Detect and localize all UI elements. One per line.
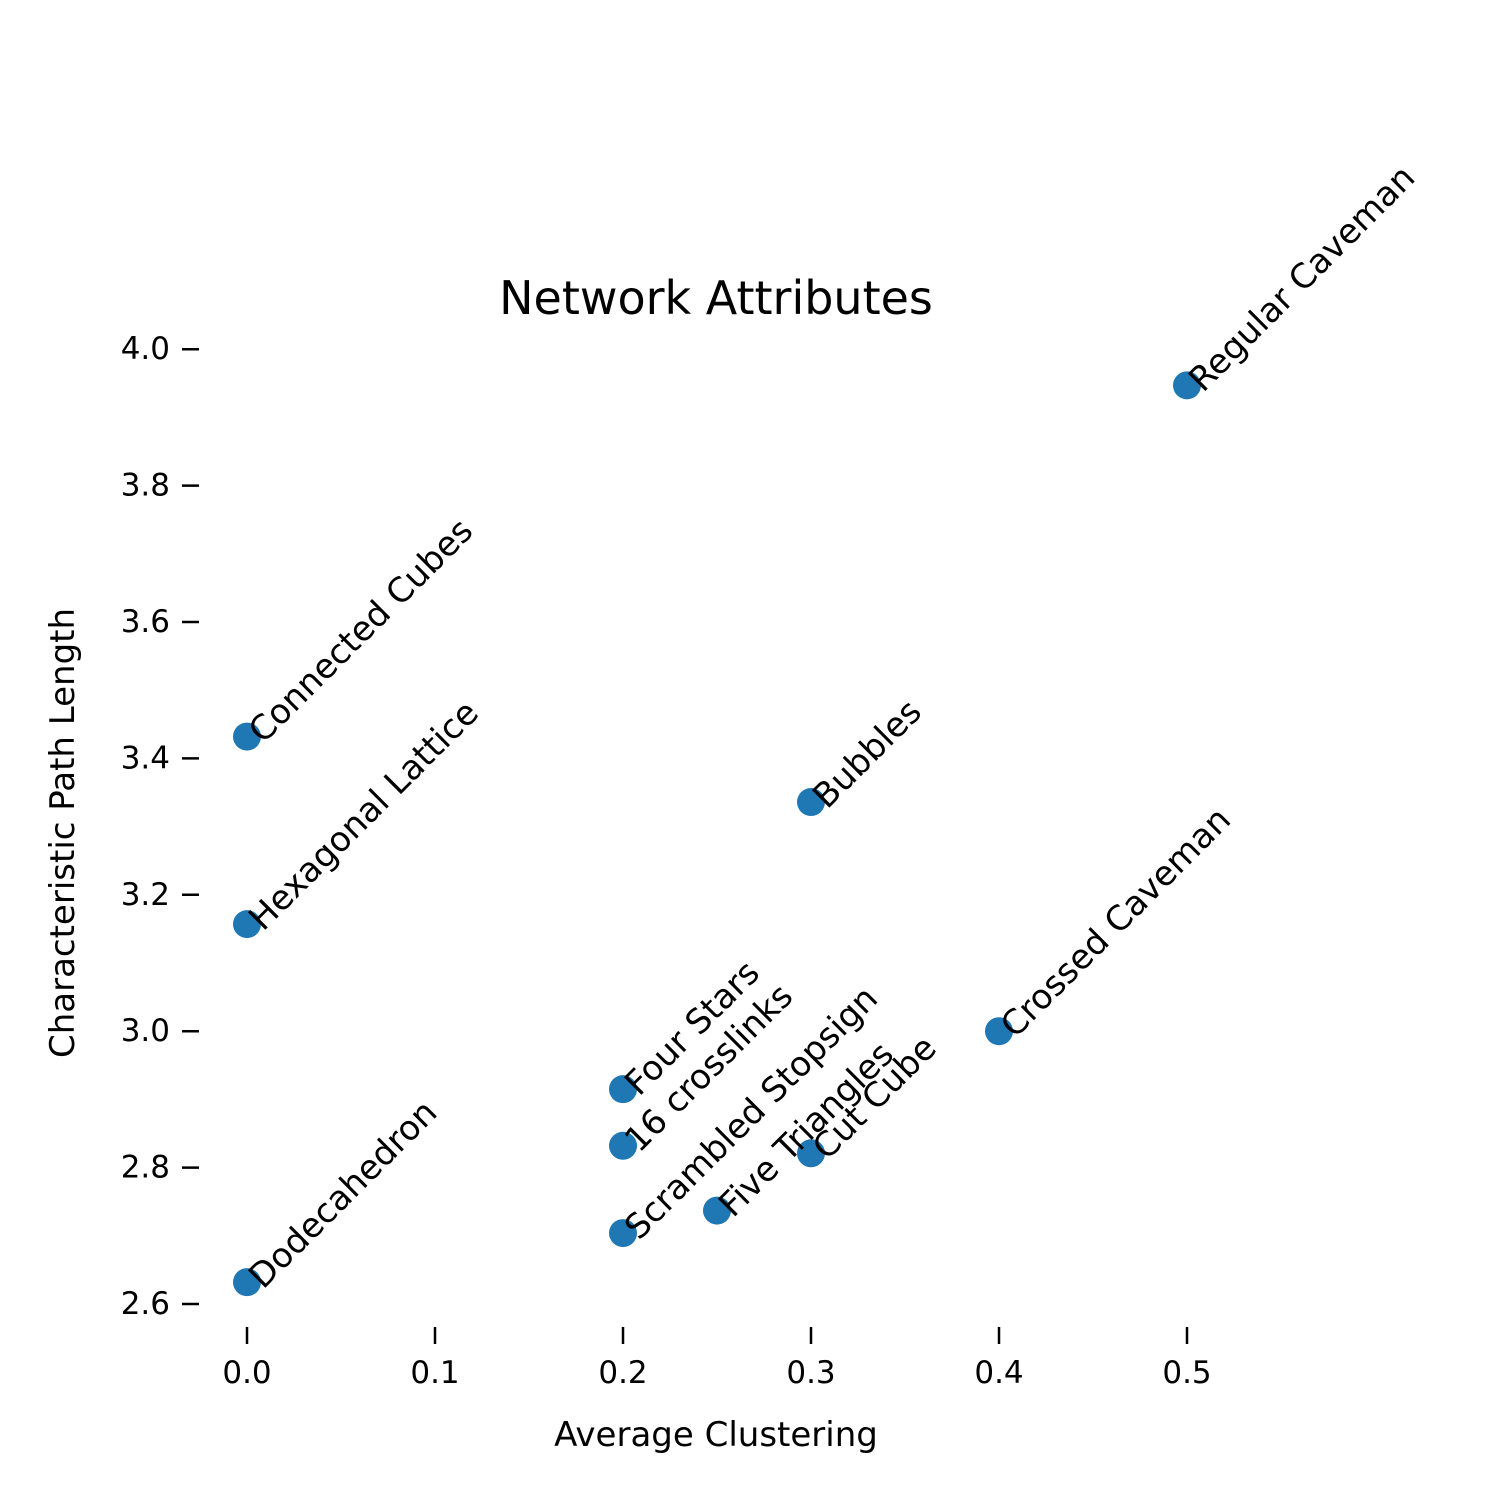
data-point bbox=[233, 910, 261, 939]
x-tick-label: 0.4 bbox=[974, 1355, 1023, 1391]
y-tick-label: 4.0 bbox=[121, 331, 170, 367]
data-point bbox=[703, 1196, 731, 1225]
point-label: Dodecahedron bbox=[241, 1092, 445, 1296]
y-axis-label: Characteristic Path Length bbox=[43, 608, 83, 1058]
y-tick-label: 3.0 bbox=[121, 1013, 170, 1049]
y-tick-label: 3.4 bbox=[121, 740, 170, 776]
data-point bbox=[609, 1075, 637, 1104]
x-tick-label: 0.2 bbox=[598, 1355, 647, 1391]
point-label: Regular Caveman bbox=[1181, 158, 1423, 400]
y-tick-label: 3.8 bbox=[121, 468, 170, 504]
data-point bbox=[609, 1131, 637, 1160]
x-axis-label: Average Clustering bbox=[554, 1415, 878, 1455]
x-tick-label: 0.1 bbox=[410, 1355, 459, 1391]
point-label: Bubbles bbox=[805, 692, 930, 817]
chart-title: Network Attributes bbox=[499, 271, 933, 325]
data-point bbox=[1173, 371, 1201, 400]
data-point bbox=[609, 1219, 637, 1248]
y-tick-label: 3.2 bbox=[121, 877, 170, 913]
x-tick-label: 0.3 bbox=[786, 1355, 835, 1391]
point-label: Crossed Caveman bbox=[993, 800, 1239, 1046]
data-point bbox=[797, 788, 825, 817]
data-points bbox=[233, 371, 1201, 1297]
x-axis: 0.0 0.1 0.2 0.3 0.4 0.5 bbox=[222, 1327, 1212, 1391]
data-point bbox=[233, 722, 261, 751]
y-tick-label: 2.6 bbox=[121, 1286, 170, 1322]
y-tick-label: 2.8 bbox=[121, 1150, 170, 1186]
x-tick-label: 0.5 bbox=[1162, 1355, 1211, 1391]
data-point bbox=[985, 1017, 1013, 1046]
data-point bbox=[797, 1139, 825, 1168]
y-tick-label: 3.6 bbox=[121, 604, 170, 640]
x-tick-label: 0.0 bbox=[222, 1355, 271, 1391]
data-point bbox=[233, 1268, 261, 1297]
y-axis: 2.6 2.8 3.0 3.2 3.4 3.6 3.8 4.0 bbox=[121, 331, 199, 1322]
